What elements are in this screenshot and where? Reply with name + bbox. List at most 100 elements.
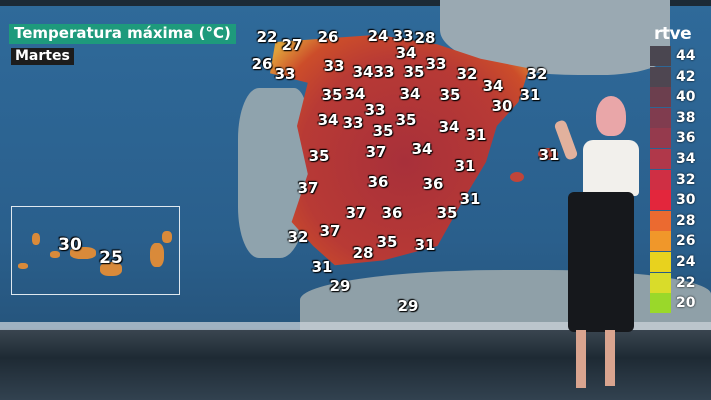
temperature-label: 29 bbox=[397, 297, 419, 315]
island-menorca bbox=[538, 148, 558, 160]
land-portugal bbox=[238, 88, 308, 258]
temperature-label: 32 bbox=[526, 65, 548, 83]
temperature-label: 24 bbox=[367, 27, 389, 45]
temperature-label: 37 bbox=[365, 143, 387, 161]
temperature-label: 34 bbox=[344, 85, 366, 103]
legend-label: 26 bbox=[676, 233, 696, 250]
temperature-label: 31 bbox=[538, 146, 560, 164]
temperature-label: 33 bbox=[373, 63, 395, 81]
presenter-leg bbox=[605, 330, 615, 386]
temperature-label: 31 bbox=[459, 190, 481, 208]
temperature-label: 32 bbox=[287, 228, 309, 246]
legend-swatch bbox=[650, 252, 671, 272]
temperature-label: 35 bbox=[308, 147, 330, 165]
legend-swatch bbox=[650, 272, 671, 293]
temperature-label: 33 bbox=[342, 114, 364, 132]
canarias-temperature-label: 25 bbox=[99, 248, 123, 268]
legend-swatch bbox=[650, 190, 671, 211]
temperature-label: 31 bbox=[454, 157, 476, 175]
rtve-logo: rtve bbox=[654, 24, 692, 44]
legend-swatch bbox=[650, 46, 671, 66]
temperature-label: 28 bbox=[414, 29, 436, 47]
legend-label: 32 bbox=[676, 171, 696, 188]
temperature-label: 26 bbox=[317, 28, 339, 46]
temperature-label: 32 bbox=[456, 65, 478, 83]
island-mallorca bbox=[510, 172, 524, 182]
legend-label: 28 bbox=[676, 212, 696, 229]
temperature-label: 35 bbox=[439, 86, 461, 104]
presenter-leg bbox=[576, 330, 586, 388]
island bbox=[70, 247, 96, 259]
canary-islands-inset bbox=[11, 206, 180, 295]
presenter-hair bbox=[596, 96, 626, 136]
temperature-label: 34 bbox=[395, 44, 417, 62]
temperature-label: 33 bbox=[425, 55, 447, 73]
temperature-label: 37 bbox=[345, 204, 367, 222]
legend-label: 24 bbox=[676, 254, 696, 270]
legend-label: 20 bbox=[676, 295, 696, 312]
legend-label: 44 bbox=[676, 48, 696, 64]
legend-label: 22 bbox=[676, 274, 696, 291]
temperature-label: 31 bbox=[311, 258, 333, 276]
temperature-label: 33 bbox=[323, 57, 345, 75]
presenter-blouse bbox=[583, 140, 639, 196]
temperature-label: 35 bbox=[395, 111, 417, 129]
legend-label: 38 bbox=[676, 109, 696, 126]
presenter-skirt bbox=[568, 192, 634, 332]
temperature-label: 37 bbox=[319, 222, 341, 240]
island bbox=[162, 231, 172, 243]
temperature-label: 34 bbox=[438, 118, 460, 136]
temperature-label: 34 bbox=[482, 77, 504, 95]
legend-swatch bbox=[650, 87, 671, 108]
legend-swatch bbox=[650, 293, 671, 314]
temperature-label: 34 bbox=[399, 85, 421, 103]
day-label: Martes bbox=[11, 48, 74, 65]
temperature-label: 33 bbox=[392, 27, 414, 45]
legend-swatch bbox=[650, 169, 671, 190]
temperature-label: 35 bbox=[436, 204, 458, 222]
temperature-label: 36 bbox=[381, 204, 403, 222]
temperature-label: 31 bbox=[519, 86, 541, 104]
island bbox=[18, 263, 28, 269]
temperature-label: 22 bbox=[256, 28, 278, 46]
studio-floor bbox=[0, 330, 711, 400]
temperature-label: 35 bbox=[372, 122, 394, 140]
legend-label: 42 bbox=[676, 68, 696, 85]
legend-swatch bbox=[650, 66, 671, 87]
island bbox=[50, 251, 60, 258]
temperature-label: 36 bbox=[422, 175, 444, 193]
legend-label: 30 bbox=[676, 192, 696, 209]
temperature-label: 26 bbox=[251, 55, 273, 73]
canarias-temperature-label: 30 bbox=[58, 235, 82, 255]
temperature-label: 35 bbox=[376, 233, 398, 251]
screen-edge bbox=[0, 322, 711, 330]
legend-swatch bbox=[650, 231, 671, 252]
temperature-label: 35 bbox=[403, 63, 425, 81]
screen-frame bbox=[0, 0, 711, 6]
temperature-label: 29 bbox=[329, 277, 351, 295]
island bbox=[100, 262, 122, 276]
temperature-label: 37 bbox=[297, 179, 319, 197]
temperature-label: 33 bbox=[364, 101, 386, 119]
island bbox=[32, 233, 40, 245]
legend-swatch bbox=[650, 128, 671, 149]
land-north-africa bbox=[300, 270, 711, 330]
temperature-label: 31 bbox=[414, 236, 436, 254]
temperature-label: 34 bbox=[317, 111, 339, 129]
island bbox=[150, 243, 164, 267]
map-title: Temperatura máxima (°C) bbox=[9, 24, 236, 44]
temperature-label: 35 bbox=[321, 86, 343, 104]
temperature-label: 27 bbox=[281, 36, 303, 54]
temperature-label: 34 bbox=[411, 140, 433, 158]
legend-swatch bbox=[650, 107, 671, 128]
legend-swatch bbox=[650, 210, 671, 231]
temperature-label: 36 bbox=[367, 173, 389, 191]
legend-label: 40 bbox=[676, 89, 696, 106]
legend-swatch bbox=[650, 149, 671, 169]
legend-label: 36 bbox=[676, 130, 696, 147]
temperature-label: 31 bbox=[465, 126, 487, 144]
temperature-label: 34 bbox=[352, 63, 374, 81]
temperature-label: 30 bbox=[491, 97, 513, 115]
legend-label: 34 bbox=[676, 151, 696, 167]
